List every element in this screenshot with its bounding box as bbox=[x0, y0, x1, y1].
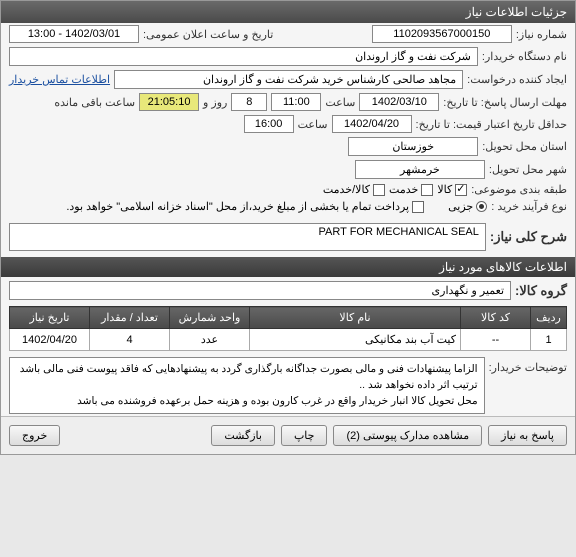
col-code: کد کالا bbox=[461, 307, 531, 329]
radio-icon bbox=[476, 201, 487, 212]
title-bar: جزئیات اطلاعات نیاز bbox=[1, 1, 575, 23]
city-label: شهر محل تحویل: bbox=[489, 163, 567, 176]
treasury-check[interactable]: پرداخت تمام یا بخشی از مبلغ خرید،از محل … bbox=[66, 200, 424, 213]
deadline-label: مهلت ارسال پاسخ: تا تاریخ: bbox=[443, 96, 567, 109]
valid-time: 16:00 bbox=[244, 115, 294, 133]
deadline-time: 11:00 bbox=[271, 93, 321, 111]
table-row[interactable]: 1 -- کیت آب بند مکانیکی عدد 4 1402/04/20 bbox=[10, 329, 567, 351]
need-no-label: شماره نیاز: bbox=[516, 28, 567, 41]
items-table: ردیف کد کالا نام کالا واحد شمارش تعداد /… bbox=[9, 306, 567, 351]
items-header: اطلاعات کالاهای مورد نیاز bbox=[1, 257, 575, 277]
cat-both-check[interactable]: کالا/خدمت bbox=[323, 183, 385, 196]
buytype-label: نوع فرآیند خرید : bbox=[491, 200, 567, 213]
cell-date: 1402/04/20 bbox=[10, 329, 90, 351]
checkbox-icon bbox=[421, 184, 433, 196]
province-value: خوزستان bbox=[348, 137, 478, 156]
cat-service-check[interactable]: خدمت bbox=[389, 183, 433, 196]
days-label: روز و bbox=[203, 96, 227, 109]
cell-name: کیت آب بند مکانیکی bbox=[250, 329, 461, 351]
category-label: طبقه بندی موضوعی: bbox=[471, 183, 567, 196]
cell-row: 1 bbox=[531, 329, 567, 351]
group-value: تعمیر و نگهداری bbox=[9, 281, 511, 300]
need-no-value: 1102093567000150 bbox=[372, 25, 512, 43]
notes-value: الزاما پیشنهادات فنی و مالی بصورت جداگان… bbox=[9, 357, 485, 414]
desc-value: PART FOR MECHANICAL SEAL bbox=[9, 223, 486, 251]
buyer-label: نام دستگاه خریدار: bbox=[482, 50, 567, 63]
cell-code: -- bbox=[461, 329, 531, 351]
buy-partial-radio[interactable]: جزیی bbox=[448, 200, 487, 213]
footer: پاسخ به نیاز مشاهده مدارک پیوستی (2) چاپ… bbox=[1, 416, 575, 454]
col-row: ردیف bbox=[531, 307, 567, 329]
exit-button[interactable]: خروج bbox=[9, 425, 60, 446]
cell-unit: عدد bbox=[170, 329, 250, 351]
col-unit: واحد شمارش bbox=[170, 307, 250, 329]
cat-goods-check[interactable]: کالا bbox=[437, 183, 467, 196]
valid-date: 1402/04/20 bbox=[332, 115, 412, 133]
province-label: استان محل تحویل: bbox=[482, 140, 567, 153]
time-label-2: ساعت bbox=[298, 118, 328, 131]
col-date: تاریخ نیاز bbox=[10, 307, 90, 329]
notes-label: توضیحات خریدار: bbox=[489, 357, 567, 374]
checkbox-icon bbox=[412, 201, 424, 213]
col-qty: تعداد / مقدار bbox=[90, 307, 170, 329]
announce-label: تاریخ و ساعت اعلان عمومی: bbox=[143, 28, 273, 41]
days-value: 8 bbox=[231, 93, 267, 111]
creator-label: ایجاد کننده درخواست: bbox=[467, 73, 567, 86]
valid-label: حداقل تاریخ اعتبار قیمت: تا تاریخ: bbox=[416, 118, 567, 131]
col-name: نام کالا bbox=[250, 307, 461, 329]
desc-label: شرح کلی نیاز: bbox=[490, 229, 567, 245]
print-button[interactable]: چاپ bbox=[281, 425, 328, 446]
time-label-1: ساعت bbox=[325, 96, 355, 109]
back-button[interactable]: بازگشت bbox=[211, 425, 275, 446]
contact-link[interactable]: اطلاعات تماس خریدار bbox=[9, 73, 110, 86]
reply-button[interactable]: پاسخ به نیاز bbox=[488, 425, 567, 446]
checkbox-icon bbox=[455, 184, 467, 196]
deadline-date: 1402/03/10 bbox=[359, 93, 439, 111]
announce-value: 1402/03/01 - 13:00 bbox=[9, 25, 139, 43]
creator-value: مجاهد صالحی کارشناس خرید شرکت نفت و گاز … bbox=[114, 70, 463, 89]
buyer-value: شرکت نفت و گاز اروندان bbox=[9, 47, 478, 66]
remain-label: ساعت باقی مانده bbox=[54, 96, 135, 109]
remain-value: 21:05:10 bbox=[139, 93, 199, 111]
group-label: گروه کالا: bbox=[515, 283, 567, 299]
checkbox-icon bbox=[373, 184, 385, 196]
city-value: خرمشهر bbox=[355, 160, 485, 179]
attachments-button[interactable]: مشاهده مدارک پیوستی (2) bbox=[333, 425, 482, 446]
cell-qty: 4 bbox=[90, 329, 170, 351]
dialog-window: جزئیات اطلاعات نیاز شماره نیاز: 11020935… bbox=[0, 0, 576, 455]
